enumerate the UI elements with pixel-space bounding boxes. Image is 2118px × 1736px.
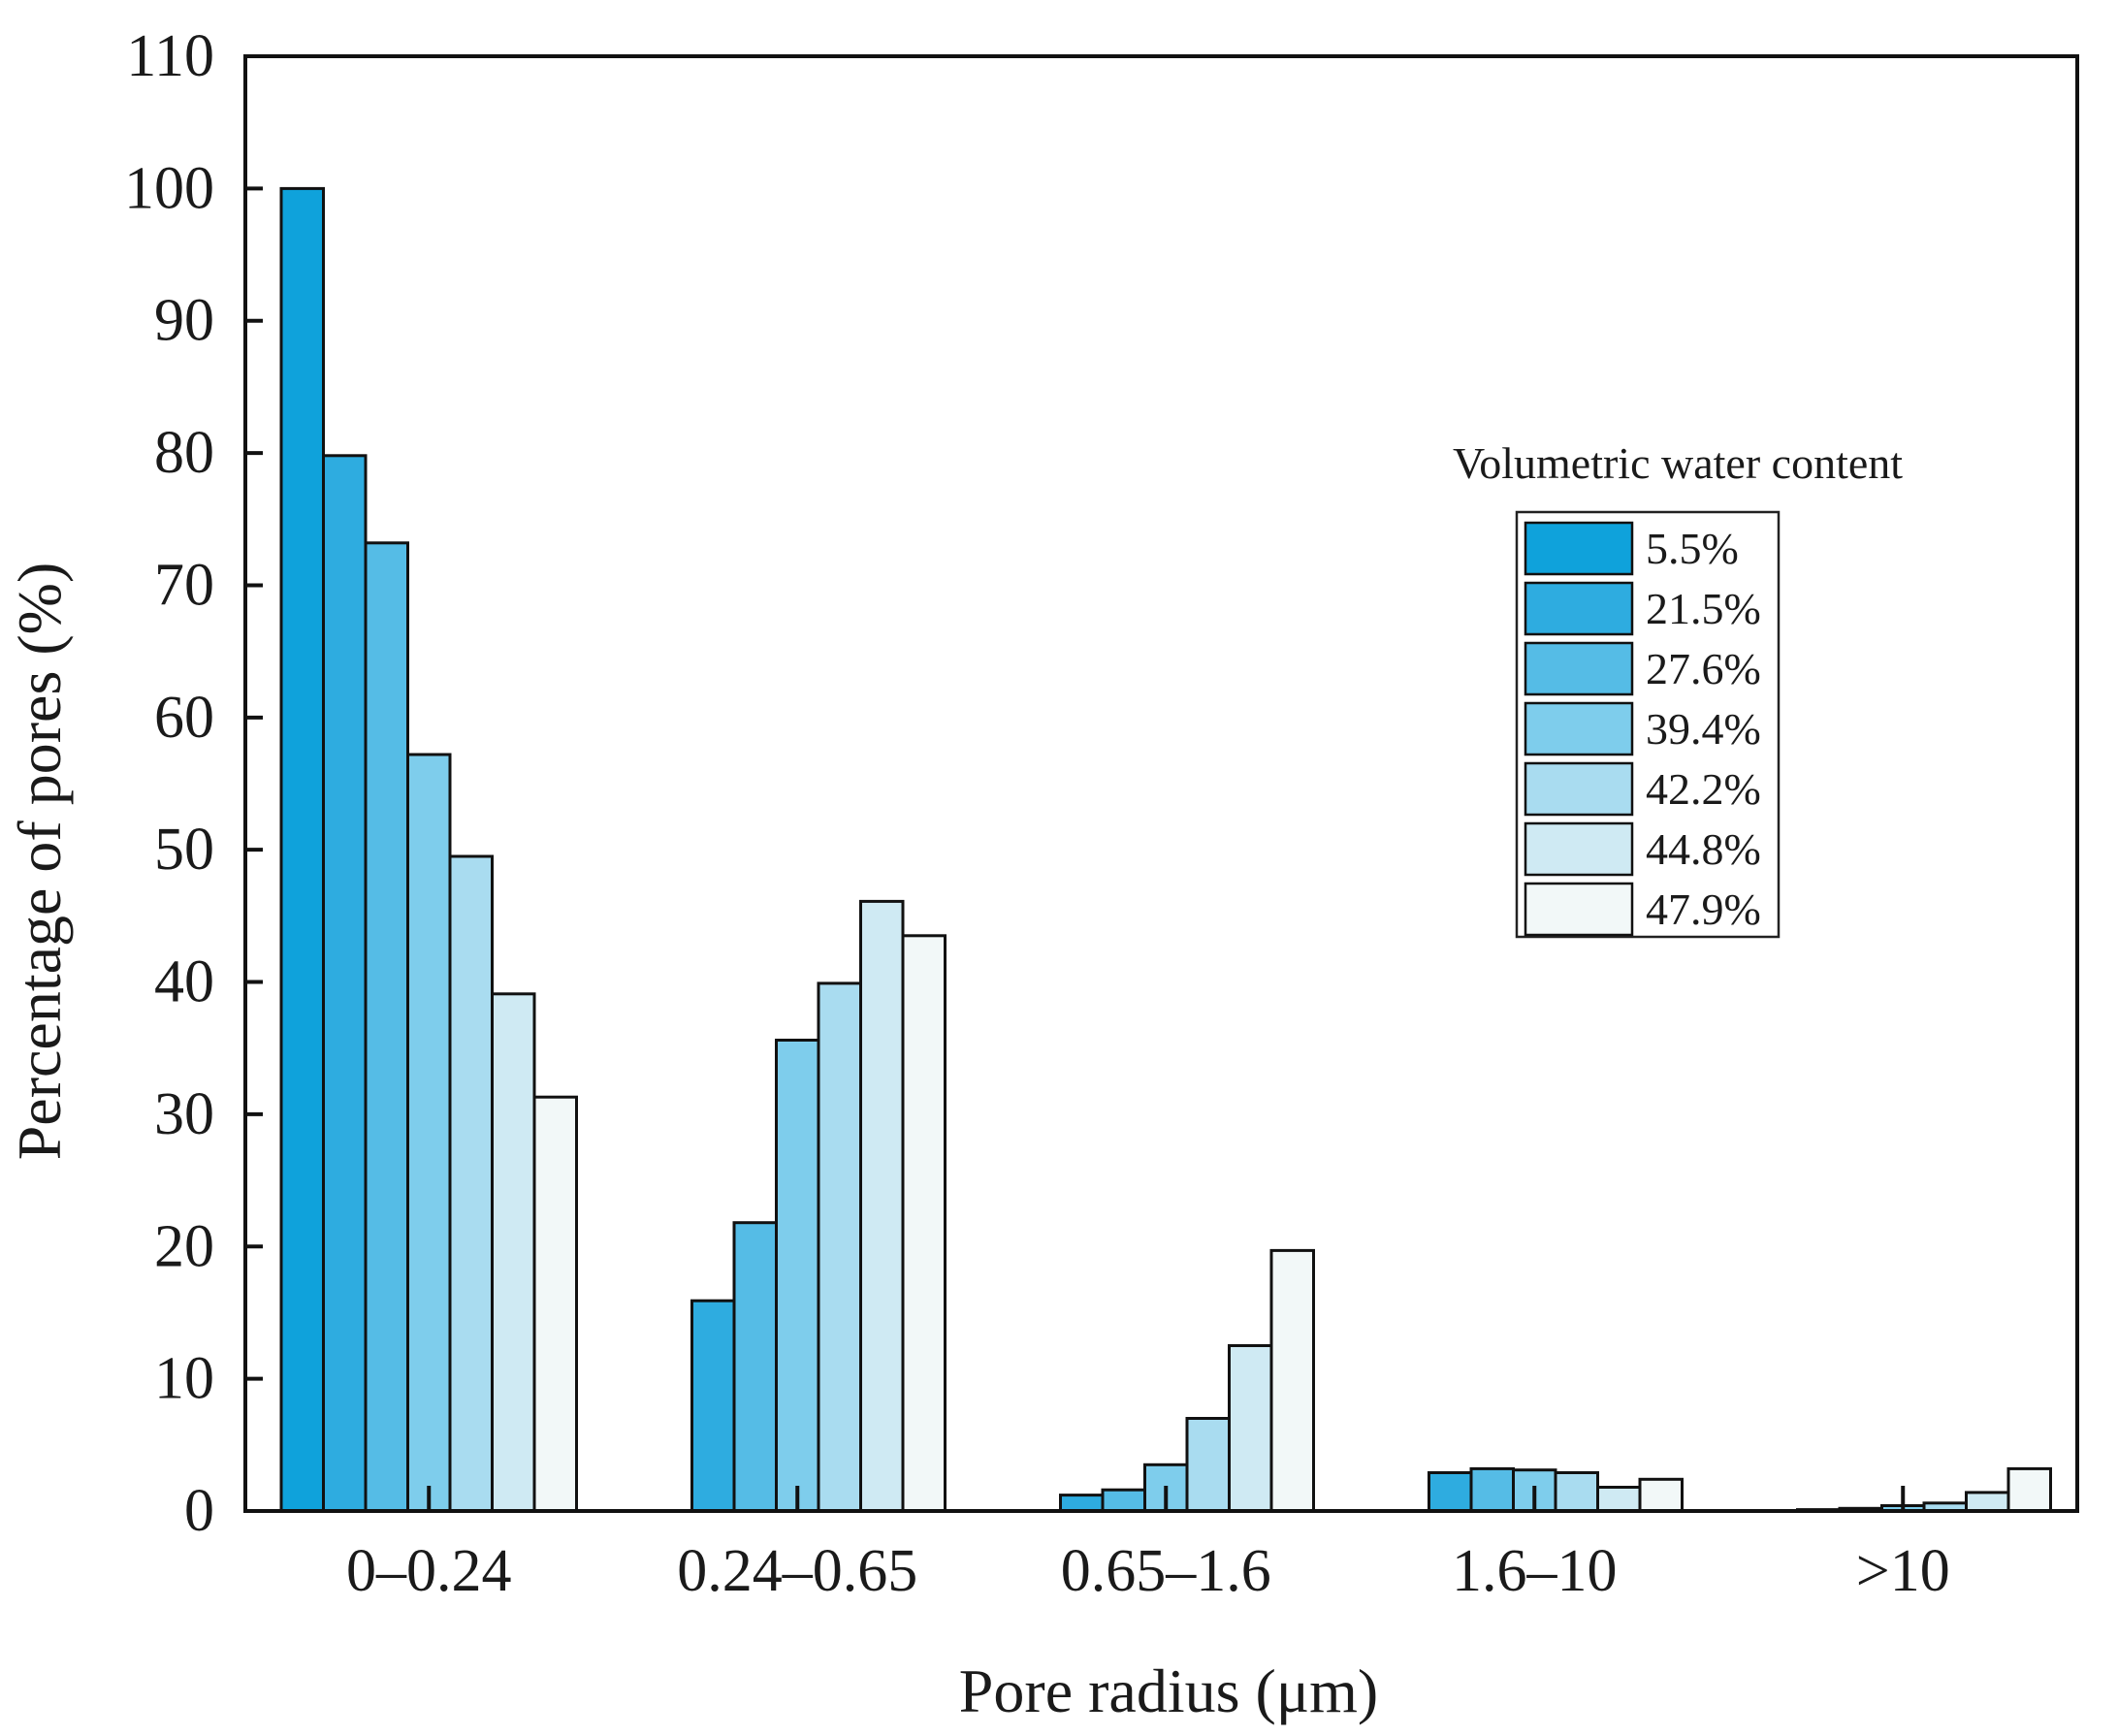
- legend-label: 47.9%: [1646, 884, 1761, 934]
- legend-label: 44.8%: [1646, 824, 1761, 874]
- y-tick-label: 90: [154, 288, 214, 354]
- bar: [690, 1299, 736, 1513]
- y-tick-label: 80: [154, 420, 214, 486]
- bar: [859, 899, 905, 1513]
- legend-swatch: [1524, 641, 1634, 696]
- plot-frame: [243, 54, 2079, 1513]
- bar: [406, 753, 452, 1513]
- bar: [364, 541, 409, 1513]
- y-tick-label: 60: [154, 685, 214, 751]
- bars-group: [279, 186, 2052, 1513]
- y-tick-label: 50: [154, 817, 214, 883]
- legend: Volumetric water content 5.5% 21.5% 27.6% 39…: [1453, 438, 1903, 939]
- legend-swatch: [1524, 701, 1634, 756]
- y-tick-label: 40: [154, 949, 214, 1015]
- y-tick-label: 20: [154, 1213, 214, 1279]
- y-tick-label: 0: [184, 1478, 214, 1544]
- bar: [532, 1095, 578, 1513]
- bar: [1965, 1491, 2010, 1513]
- bar: [1228, 1344, 1273, 1513]
- bar: [1554, 1471, 1599, 1513]
- legend-label: 39.4%: [1646, 704, 1761, 754]
- bar: [1428, 1471, 1473, 1513]
- bar: [1269, 1248, 1315, 1513]
- bar: [2006, 1466, 2052, 1513]
- bar: [1185, 1417, 1231, 1513]
- legend-swatch: [1524, 581, 1634, 636]
- y-tick-label: 100: [124, 155, 214, 221]
- y-tick-label: 110: [126, 23, 214, 89]
- bar: [1059, 1494, 1105, 1513]
- bar: [775, 1039, 820, 1513]
- bar: [1596, 1486, 1642, 1513]
- bar: [1469, 1466, 1515, 1513]
- bar: [732, 1221, 778, 1513]
- legend-swatch: [1524, 821, 1634, 877]
- bar: [901, 934, 947, 1513]
- legend-label: 5.5%: [1646, 524, 1739, 573]
- x-tick-label: 0–0.24: [346, 1538, 512, 1604]
- y-tick-label: 10: [154, 1346, 214, 1412]
- x-tick-label: 1.6–10: [1452, 1538, 1618, 1604]
- bar: [1101, 1488, 1146, 1513]
- bar: [322, 454, 368, 1513]
- x-tick-label: 0.24–0.65: [677, 1538, 917, 1604]
- legend-swatch: [1524, 882, 1634, 937]
- bar: [448, 854, 494, 1513]
- bar: [1638, 1477, 1684, 1513]
- bar: [817, 981, 862, 1513]
- x-axis-title: Pore radius (μm): [959, 1656, 1378, 1725]
- y-axis-title: Percentage of pores (%): [5, 563, 74, 1161]
- x-tick-label: 0.65–1.6: [1061, 1538, 1271, 1604]
- legend-swatch: [1524, 521, 1634, 576]
- y-tick-label: 70: [154, 552, 214, 618]
- legend-label: 42.2%: [1646, 764, 1761, 814]
- legend-title: Volumetric water content: [1453, 438, 1903, 488]
- legend-swatch: [1524, 761, 1634, 817]
- legend-label: 21.5%: [1646, 584, 1761, 633]
- bar: [279, 186, 325, 1513]
- x-tick-label: >10: [1856, 1538, 1950, 1604]
- legend-label: 27.6%: [1646, 644, 1761, 693]
- axes-group: 0 10 20 30 40 50 60 70 80 90 100 110 0–0.24 0.24–0.65…: [124, 23, 2079, 1604]
- bar: [491, 992, 536, 1513]
- y-tick-label: 30: [154, 1081, 214, 1147]
